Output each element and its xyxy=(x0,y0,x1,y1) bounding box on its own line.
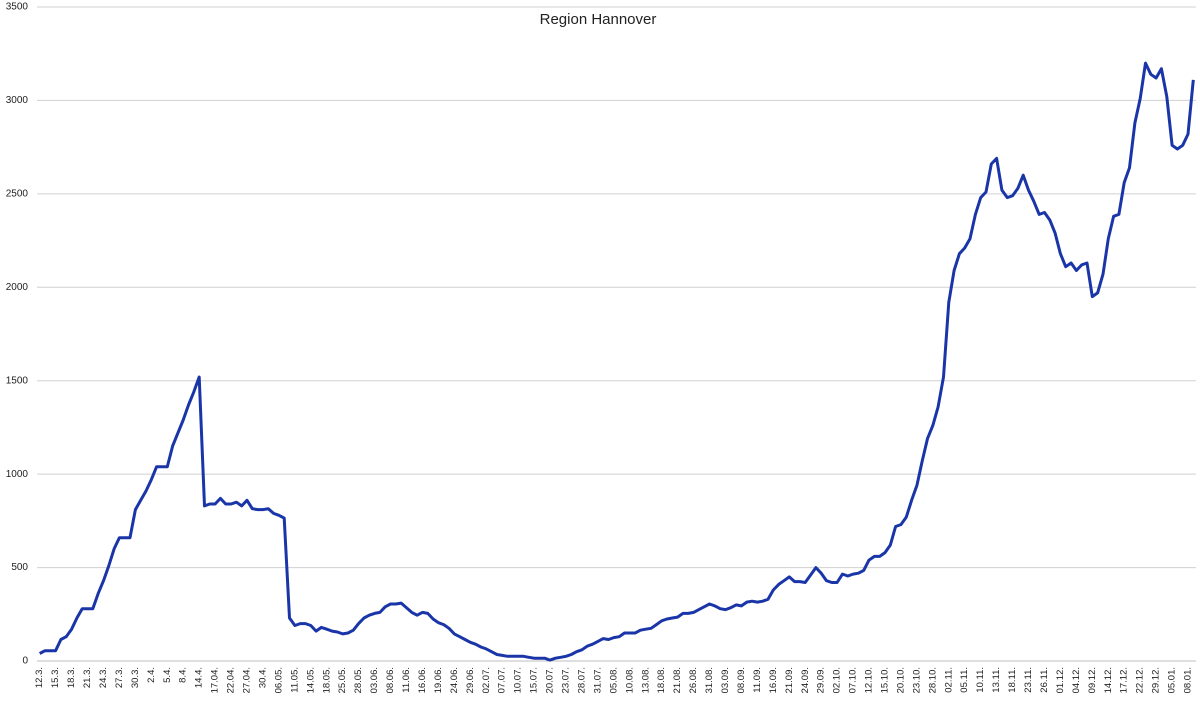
x-tick-label: 03.06. xyxy=(369,667,380,693)
x-tick-label: 09.12. xyxy=(1087,667,1098,693)
x-tick-label: 13.11. xyxy=(991,667,1002,693)
x-tick-label: 28.10. xyxy=(927,667,938,693)
x-tick-label: 10.08. xyxy=(624,667,635,693)
x-tick-label: 05.08. xyxy=(608,667,619,693)
x-tick-label: 25.05. xyxy=(337,667,348,693)
x-tick-label: 06.05. xyxy=(273,667,284,693)
x-tick-label: 07.10. xyxy=(848,667,859,693)
y-tick-label: 3500 xyxy=(6,2,29,13)
x-tick-label: 16.06. xyxy=(417,667,428,693)
x-tick-label: 18.11. xyxy=(1007,667,1018,693)
x-tick-label: 08.01. xyxy=(1183,667,1194,693)
x-tick-label: 23.11. xyxy=(1023,667,1034,693)
x-tick-label: 18.08. xyxy=(656,667,667,693)
x-tick-label: 07.07. xyxy=(497,667,508,693)
y-tick-label: 2000 xyxy=(6,282,29,293)
x-tick-label: 18.3. xyxy=(66,667,77,688)
x-tick-label: 26.11. xyxy=(1039,667,1050,693)
x-tick-label: 28.07. xyxy=(576,667,587,693)
x-tick-label: 10.11. xyxy=(975,667,986,693)
x-tick-label: 10.07. xyxy=(513,667,524,693)
x-tick-label: 16.09. xyxy=(768,667,779,693)
x-tick-label: 23.07. xyxy=(561,667,572,693)
x-tick-label: 15.3. xyxy=(50,667,61,688)
x-tick-label: 15.07. xyxy=(529,667,540,693)
y-tick-label: 1500 xyxy=(6,375,29,386)
y-tick-label: 0 xyxy=(22,656,28,667)
x-tick-label: 28.05. xyxy=(353,667,364,693)
x-tick-label: 17.04. xyxy=(210,667,221,693)
x-tick-label: 04.12. xyxy=(1071,667,1082,693)
x-tick-label: 02.10. xyxy=(832,667,843,693)
x-tick-label: 31.07. xyxy=(592,667,603,693)
x-tick-label: 27.3. xyxy=(114,667,125,688)
y-tick-label: 1000 xyxy=(6,469,29,480)
x-tick-label: 21.09. xyxy=(784,667,795,693)
x-tick-label: 27.04. xyxy=(242,667,253,693)
x-tick-label: 14.4. xyxy=(194,667,205,688)
x-tick-label: 12.3. xyxy=(34,667,45,688)
y-tick-label: 500 xyxy=(11,562,28,573)
y-tick-label: 2500 xyxy=(6,188,29,199)
y-tick-label: 3000 xyxy=(6,95,29,106)
x-tick-label: 24.09. xyxy=(800,667,811,693)
x-tick-label: 26.08. xyxy=(688,667,699,693)
x-tick-label: 5.4. xyxy=(162,667,173,683)
x-tick-label: 11.09. xyxy=(752,667,763,693)
x-tick-label: 01.12. xyxy=(1055,667,1066,693)
x-tick-label: 17.12. xyxy=(1119,667,1130,693)
x-tick-label: 22.12. xyxy=(1135,667,1146,693)
x-tick-label: 08.09. xyxy=(736,667,747,693)
x-tick-label: 24.3. xyxy=(98,667,109,688)
x-tick-label: 30.4. xyxy=(257,667,268,688)
x-tick-label: 13.08. xyxy=(640,667,651,693)
x-tick-label: 22.04. xyxy=(226,667,237,693)
x-tick-label: 2.4. xyxy=(146,667,157,683)
x-tick-label: 20.07. xyxy=(545,667,556,693)
x-tick-label: 24.06. xyxy=(449,667,460,693)
x-tick-label: 8.4. xyxy=(178,667,189,683)
chart-title: Region Hannover xyxy=(540,11,657,28)
x-tick-label: 03.09. xyxy=(720,667,731,693)
x-tick-label: 05.01. xyxy=(1167,667,1178,693)
data-line xyxy=(38,61,1195,662)
x-tick-label: 15.10. xyxy=(879,667,890,693)
x-tick-label: 14.12. xyxy=(1103,667,1114,693)
x-tick-label: 31.08. xyxy=(704,667,715,693)
x-tick-label: 29.06. xyxy=(465,667,476,693)
x-tick-label: 19.06. xyxy=(433,667,444,693)
x-tick-label: 30.3. xyxy=(130,667,141,688)
x-tick-label: 20.10. xyxy=(895,667,906,693)
x-tick-label: 18.05. xyxy=(321,667,332,693)
x-tick-label: 29.12. xyxy=(1151,667,1162,693)
x-tick-label: 12.10. xyxy=(864,667,875,693)
x-tick-label: 02.11. xyxy=(943,667,954,693)
x-tick-label: 05.11. xyxy=(959,667,970,693)
x-tick-label: 21.08. xyxy=(672,667,683,693)
x-tick-label: 29.09. xyxy=(816,667,827,693)
x-tick-label: 11.06. xyxy=(401,667,412,693)
x-tick-label: 08.06. xyxy=(385,667,396,693)
x-tick-label: 11.05. xyxy=(289,667,300,693)
x-tick-label: 02.07. xyxy=(481,667,492,693)
x-tick-label: 23.10. xyxy=(911,667,922,693)
x-tick-label: 21.3. xyxy=(82,667,93,688)
x-tick-label: 14.05. xyxy=(305,667,316,693)
